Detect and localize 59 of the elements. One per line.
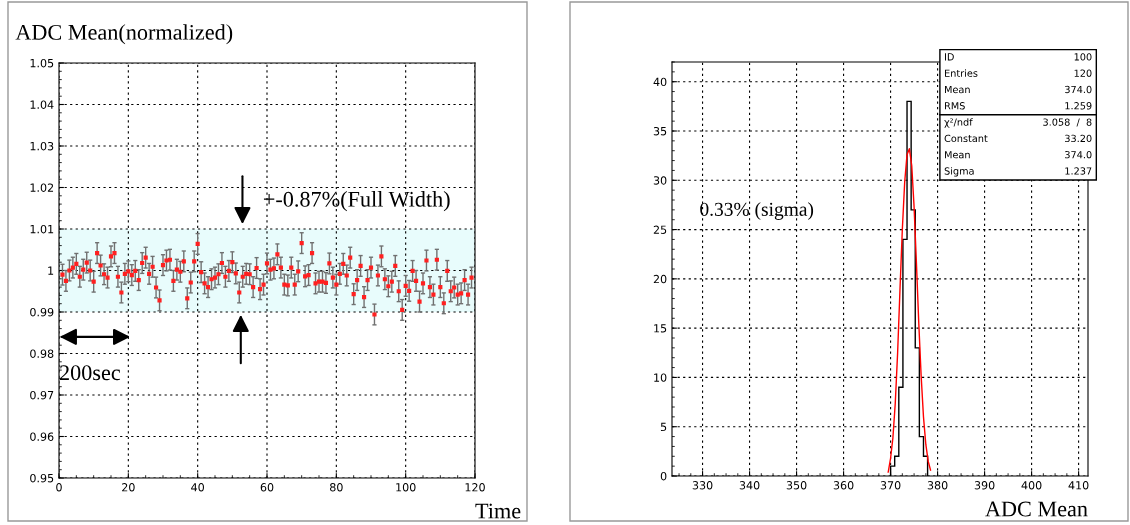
y-tick-label: 1.04 [30,100,54,109]
y-tick-label: 0.96 [30,432,54,441]
x-tick-label: 380 [927,481,948,490]
x-tick-label: 340 [739,481,760,490]
annotation: 0.33% (sigma) [700,202,814,220]
x-tick-label: 370 [880,481,901,490]
y-tick-label: 1.02 [30,183,54,192]
y-tick-label: 0.95 [30,473,54,483]
y-tick-label: 40 [653,77,667,87]
x-tick-label: 0 [56,483,62,492]
x-axis-title: ADC Mean [985,501,1088,517]
x-tick-label: 100 [396,483,416,492]
annotation: +-0.87%(Full Width) [263,191,450,212]
annotation: 120 [1074,69,1092,77]
text: 100 [1074,53,1092,61]
x-tick-label: 390 [974,481,995,490]
x-tick-label: 120 [465,483,485,492]
annotation: 1.237 [1065,167,1092,175]
y-tick-label: 10 [654,373,667,382]
annotation: 1.259 [1065,102,1092,110]
y-tick-label: 0.99 [30,307,54,317]
y-tick-label: 1.01 [30,224,54,234]
x-tick-label: 80 [330,483,343,492]
x-tick-label: 350 [786,481,807,490]
annotation: 374.0 [1065,85,1092,94]
y-tick-label: 20 [653,274,667,284]
annotation: Sigma [944,167,974,177]
x-tick-label: 330 [692,481,713,490]
annotation: 374.0 [1065,151,1092,159]
y-tick-label: 0.98 [30,349,54,358]
x-tick-label: 360 [833,481,854,490]
y-tick-label: 1 [48,266,54,275]
x-tick-label: 20 [122,483,135,492]
y-tick-label: 25 [653,225,667,234]
annotation: Mean [945,85,970,94]
annotation: 200sec [59,365,121,381]
y-tick-label: 30 [653,176,667,185]
annotation: 3.058 / 8 [1043,118,1092,127]
y-tick-label: 5 [660,422,667,432]
x-tick-label: 400 [1021,481,1042,490]
y-tick-label: 1.05 [30,58,54,68]
annotation: 33.20 [1065,134,1092,143]
annotation: RMS [945,102,965,110]
y-tick-label: 0.97 [30,390,54,400]
x-tick-label: 60 [260,483,274,492]
x-tick-label: 410 [1068,481,1089,490]
x-axis-title: Time [475,503,521,519]
y-tick-label: 1.03 [30,141,54,151]
text: ID [945,53,954,61]
line-series [887,148,932,473]
y-tick-label: 0 [660,471,667,481]
annotation: Mean [945,151,970,159]
x-tick-label: 40 [191,483,204,492]
y-tick-label: 35 [653,126,667,136]
annotation: χ²/ndf [944,118,973,128]
annotation: Entries [945,69,978,77]
y-tick-label: 15 [654,324,667,333]
annotation: Constant [944,134,988,143]
y-axis-title: ADC Mean(normalized) [15,24,233,45]
